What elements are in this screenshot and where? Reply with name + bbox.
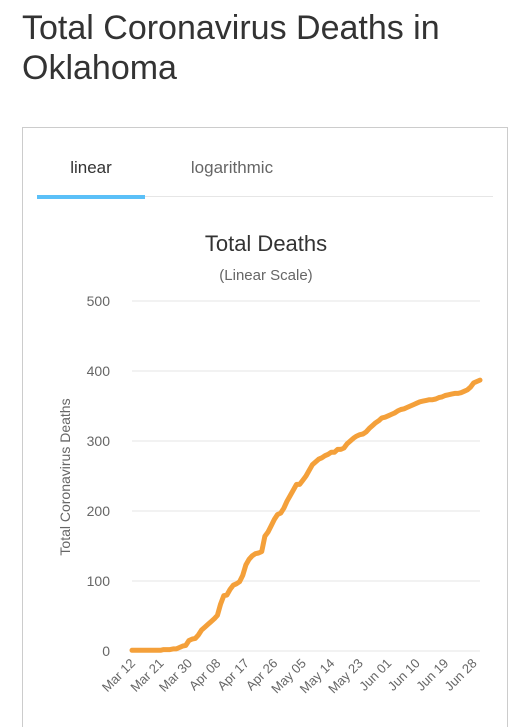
chart-subtitle: (Linear Scale) [219,267,312,284]
grid-lines [132,300,480,652]
chart-title: Total Deaths [205,231,327,256]
y-axis-ticks: 0 100 200 300 400 500 [87,293,111,659]
tab-linear[interactable]: linear [37,158,145,199]
page-title: Total Coronavirus Deaths in Oklahoma [22,9,440,87]
y-tick-label: 100 [87,573,111,589]
tab-linear-label: linear [70,158,112,177]
y-axis-label: Total Coronavirus Deaths [57,398,73,555]
tab-logarithmic[interactable]: logarithmic [157,158,307,196]
chart-card: linear logarithmic Total Deaths (Linear … [22,127,508,727]
tab-logarithmic-label: logarithmic [190,158,274,177]
x-tick-label: Jun 28 [442,656,480,694]
scale-tabs: linear logarithmic [37,128,493,199]
y-tick-label: 500 [87,293,111,309]
y-tick-label: 200 [87,503,111,519]
y-tick-label: 400 [87,363,111,379]
deaths-series-line [129,377,483,653]
active-tab-indicator [37,195,145,199]
y-tick-label: 0 [102,643,110,659]
y-tick-label: 300 [87,433,111,449]
deaths-chart: Total Deaths (Linear Scale) 0 100 200 300 40… [57,231,483,697]
